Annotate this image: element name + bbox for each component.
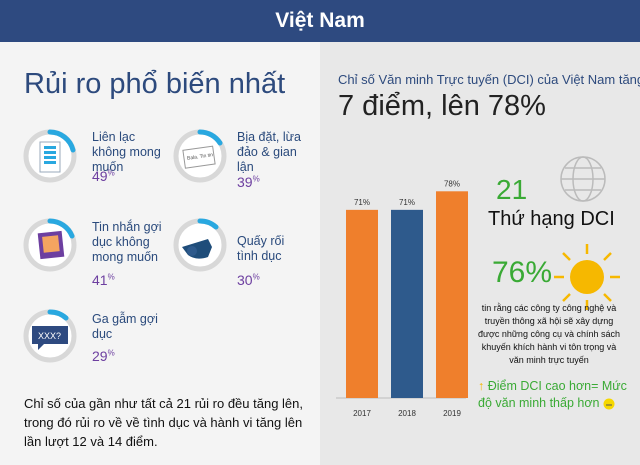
speech-bubble-icon: XXX? — [32, 326, 68, 350]
risk-ring: Bala, Tin tin — [173, 129, 227, 183]
header-bar: Việt Nam — [0, 0, 640, 42]
dci-note-text: Điểm DCI cao hơn= Mức độ văn minh thấp h… — [478, 379, 627, 410]
svg-text:Bala, Tin tin: Bala, Tin tin — [187, 152, 214, 162]
risk-label: Bịa đặt, lừa đảo & gian lận — [237, 130, 301, 174]
tick-label-2019: 2019 — [443, 409, 461, 418]
smiley-icon — [603, 398, 615, 410]
left-panel: Rủi ro phổ biến nhất Liên lạc không mong… — [0, 42, 320, 465]
data-label-2018: 71% — [399, 198, 415, 207]
bar-2019 — [436, 191, 468, 398]
risk-percent: 30% — [237, 272, 260, 288]
dci-rank-number: 21 — [496, 174, 528, 205]
up-arrow-icon: ↑ — [478, 379, 485, 393]
risks-title: Rủi ro phổ biến nhất — [24, 68, 286, 100]
dci-note: ↑ Điểm DCI cao hơn= Mức độ văn minh thấp… — [478, 378, 628, 412]
risk-percent: 39% — [237, 174, 260, 190]
sun-icon — [554, 244, 620, 310]
risk-percent: 49% — [92, 168, 115, 184]
data-label-2017: 71% — [354, 198, 370, 207]
risk-ring — [23, 218, 77, 272]
dci-bar-chart: 71% 2017 71% 2018 78% 2019 — [336, 179, 468, 418]
svg-text:XXX?: XXX? — [38, 331, 61, 341]
risk-ring — [23, 129, 77, 183]
header-title: Việt Nam — [275, 9, 365, 32]
bar-2017 — [346, 209, 378, 398]
risk-label: Quấy rối tình dục — [237, 234, 285, 263]
dci-headline: 7 điểm, lên 78% — [338, 90, 546, 122]
tick-label-2018: 2018 — [398, 409, 416, 418]
dci-rank-label: Thứ hạng DCI — [488, 208, 615, 230]
whistle-icon — [182, 239, 212, 259]
data-label-2019: 78% — [444, 179, 460, 188]
bar-2018 — [391, 209, 423, 398]
percent-big: 76% — [492, 256, 553, 289]
right-panel: Chỉ số Văn minh Trực tuyến (DCI) của Việ… — [320, 42, 640, 465]
dci-subtitle: Chỉ số Văn minh Trực tuyến (DCI) của Việ… — [338, 72, 640, 87]
image-message-icon — [37, 230, 65, 260]
risk-ring — [173, 218, 227, 272]
risk-percent: 29% — [92, 348, 115, 364]
newspaper-icon: Bala, Tin tin — [182, 145, 216, 169]
risk-ring: XXX? — [23, 309, 77, 363]
tick-label-2017: 2017 — [353, 409, 371, 418]
risk-label: Ga gẫm gợi dục — [92, 312, 158, 341]
phone-icon — [39, 141, 61, 173]
risks-summary: Chỉ số của gần như tất cả 21 rủi ro đều … — [24, 396, 303, 449]
globe-icon — [560, 156, 606, 202]
risk-label: Liên lạc không mong muốn — [92, 130, 161, 174]
percent-description: tin rằng các công ty công nghệ và truyền… — [477, 303, 621, 365]
risk-label: Tin nhắn gợi dục không mong muốn — [92, 220, 162, 264]
risk-percent: 41% — [92, 272, 115, 288]
